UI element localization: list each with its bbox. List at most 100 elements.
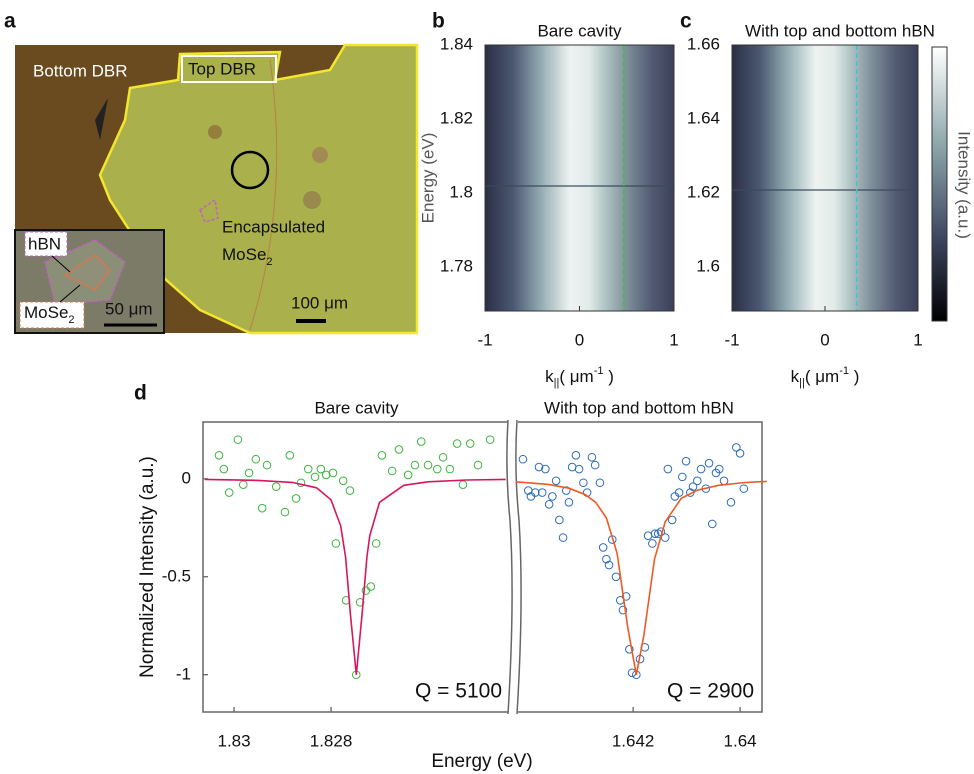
data-point: [303, 464, 313, 474]
data-point: [410, 460, 420, 470]
x-axis-label-part: ( μm: [559, 367, 593, 386]
data-point: [590, 460, 600, 470]
data-point: [551, 476, 561, 486]
data-point: [719, 476, 729, 486]
heatmap: [485, 45, 674, 311]
x-axis-label-part: k: [791, 367, 800, 386]
data-point: [530, 488, 540, 497]
data-point: [518, 454, 528, 464]
data-point: [696, 464, 706, 474]
axis-break: [515, 419, 522, 715]
data-point: [571, 451, 581, 460]
data-point: [663, 464, 673, 474]
data-point: [692, 476, 702, 486]
data-point: [214, 451, 224, 460]
data-point: [660, 533, 670, 542]
data-point: [280, 507, 290, 517]
annotation: Q = 2900: [667, 680, 754, 703]
heatmap: [732, 45, 918, 311]
data-point: [238, 480, 248, 490]
data-point: [338, 476, 348, 486]
x-tick-label: 0: [820, 330, 829, 349]
y-tick-label: -1: [176, 664, 191, 683]
data-point: [251, 454, 261, 464]
data-point: [648, 539, 657, 548]
data-point: [564, 498, 574, 507]
panel-label: a: [4, 10, 16, 33]
x-tick-label: 1: [913, 330, 922, 349]
chart-title: With top and bottom hBN: [544, 398, 734, 417]
data-point: [674, 488, 684, 497]
data-point: [604, 560, 614, 570]
x-axis-label: Energy (eV): [431, 751, 532, 772]
data-point: [328, 468, 338, 478]
data-point: [714, 464, 724, 474]
data-point: [473, 460, 483, 470]
data-point: [587, 452, 597, 462]
data-point: [366, 582, 376, 591]
plot-frame: [202, 421, 508, 713]
data-point: [704, 458, 714, 468]
y-tick-label: 0: [182, 468, 191, 487]
x-axis-label-part: ||: [799, 377, 805, 389]
x-axis-label: k||( μm-1 ): [791, 365, 860, 389]
data-point: [537, 488, 547, 497]
x-axis-label-part: ( μm: [805, 367, 839, 386]
colorbar-label: Intensity (a.u.): [955, 131, 974, 239]
data-point: [544, 499, 554, 509]
scale-label: 100 μm: [291, 293, 348, 312]
subscript: 2: [68, 314, 74, 326]
data-point: [548, 492, 557, 501]
chart-title: Bare cavity: [314, 398, 399, 417]
data-point: [541, 464, 550, 474]
data-point: [558, 533, 568, 542]
y-tick-label: 1.66: [687, 34, 720, 53]
x-axis-label-part: ): [603, 367, 613, 386]
data-point: [257, 503, 267, 513]
data-point: [611, 572, 621, 582]
y-tick-label: 1.6: [696, 256, 720, 275]
y-tick-label: 1.78: [440, 256, 473, 275]
data-point: [485, 435, 495, 444]
data-point: [316, 464, 326, 474]
micrograph: Bottom DBR Top DBR Encapsulated MoSe2 10…: [14, 43, 419, 335]
x-tick-label: 1.642: [612, 731, 655, 750]
chart-title: With top and bottom hBN: [745, 21, 935, 40]
data-point: [377, 451, 387, 460]
label: hBN: [28, 234, 61, 253]
data-point: [726, 498, 736, 507]
data-point: [534, 462, 544, 472]
data-point: [618, 605, 628, 615]
label: Bottom DBR: [33, 61, 127, 80]
data-point: [681, 456, 691, 466]
data-point: [555, 515, 564, 525]
data-point: [285, 451, 295, 460]
data-point: [219, 464, 229, 474]
plot-frame: [484, 44, 675, 312]
label: Encapsulated: [222, 217, 325, 236]
x-axis-label-part: ||: [554, 377, 560, 389]
fit-line: [204, 478, 506, 675]
scale-label: 50 μm: [105, 299, 153, 318]
data-point: [445, 464, 455, 474]
x-axis-label-part: -1: [839, 365, 849, 377]
label: MoSe2: [222, 245, 273, 267]
data-point: [387, 466, 397, 476]
label: MoSe: [222, 245, 266, 264]
y-tick-label: -0.5: [162, 566, 191, 585]
axis-break: [506, 419, 513, 715]
y-axis-label: Energy (eV): [418, 133, 437, 224]
data-point: [452, 439, 462, 448]
data-point: [707, 519, 717, 529]
data-point: [438, 452, 448, 462]
data-point: [355, 597, 365, 607]
data-point: [371, 539, 381, 548]
data-point: [271, 482, 281, 491]
data-point: [262, 460, 272, 470]
data-point: [224, 488, 234, 497]
data-point: [403, 470, 413, 480]
data-point: [739, 484, 749, 493]
label: MoSe2: [24, 303, 75, 325]
data-point: [643, 531, 653, 540]
